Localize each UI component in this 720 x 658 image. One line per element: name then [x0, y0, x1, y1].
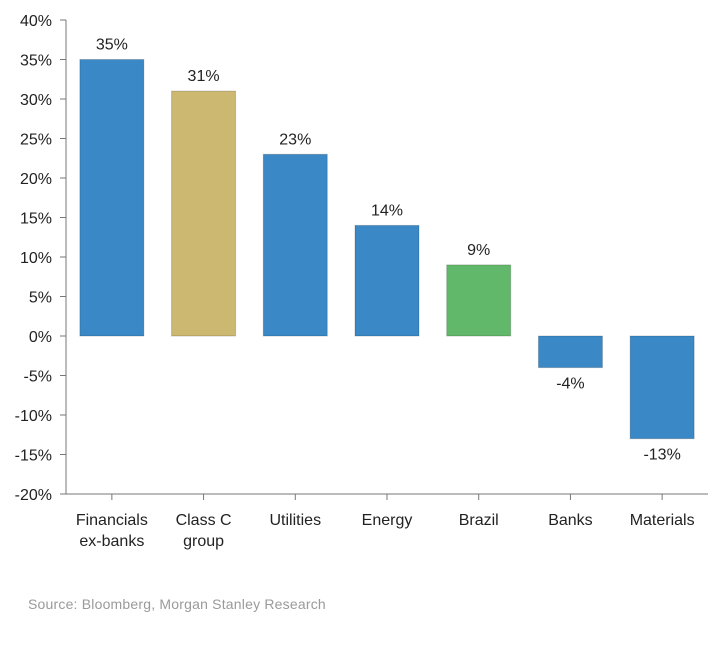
data-label: -13% — [643, 447, 680, 464]
data-labels: 35% 31% 23% 14% 9% -4% -13% — [96, 37, 681, 464]
y-tick-label: 0% — [29, 329, 52, 346]
category-label: Financials ex-banks — [76, 512, 148, 550]
x-axis — [66, 493, 708, 500]
y-tick-label: 40% — [20, 13, 52, 30]
category-label: Banks — [548, 512, 592, 529]
bar — [79, 59, 145, 337]
bar — [262, 153, 328, 337]
source-note: Source: Bloomberg, Morgan Stanley Resear… — [28, 596, 326, 612]
y-tick-label: 20% — [20, 171, 52, 188]
y-tick-label: 15% — [20, 211, 52, 228]
y-tick-label: 30% — [20, 92, 52, 109]
y-tick-label: -5% — [24, 369, 52, 386]
y-tick-label: 35% — [20, 53, 52, 70]
category-label: Energy — [362, 512, 413, 529]
data-label: 23% — [279, 131, 311, 148]
category-label: Utilities — [270, 512, 322, 529]
bar — [629, 335, 695, 440]
bar — [446, 264, 512, 337]
y-tick-label: -15% — [15, 448, 52, 465]
category-label: Materials — [630, 512, 695, 529]
category-label: Brazil — [459, 512, 499, 529]
y-tick-label: -10% — [15, 408, 52, 425]
data-label: -4% — [556, 376, 584, 393]
y-axis: 40% 35% 30% 25% 20% 15% 10% 5% 0% -5% -10% -15% -20% — [15, 13, 67, 504]
data-label: 14% — [371, 202, 403, 219]
y-tick-label: -20% — [15, 487, 52, 504]
y-tick-label: 25% — [20, 132, 52, 149]
bar-chart: 40% 35% 30% 25% 20% 15% 10% 5% 0% -5% -10% -15% -20%… — [15, 13, 708, 550]
y-tick-label: 5% — [29, 290, 52, 307]
bar — [354, 224, 420, 337]
data-label: 35% — [96, 37, 128, 54]
bar — [171, 90, 237, 337]
bars — [79, 59, 695, 440]
data-label: 31% — [188, 68, 220, 85]
y-tick-label: 10% — [20, 250, 52, 267]
bar — [537, 335, 603, 369]
data-label: 9% — [467, 242, 490, 259]
